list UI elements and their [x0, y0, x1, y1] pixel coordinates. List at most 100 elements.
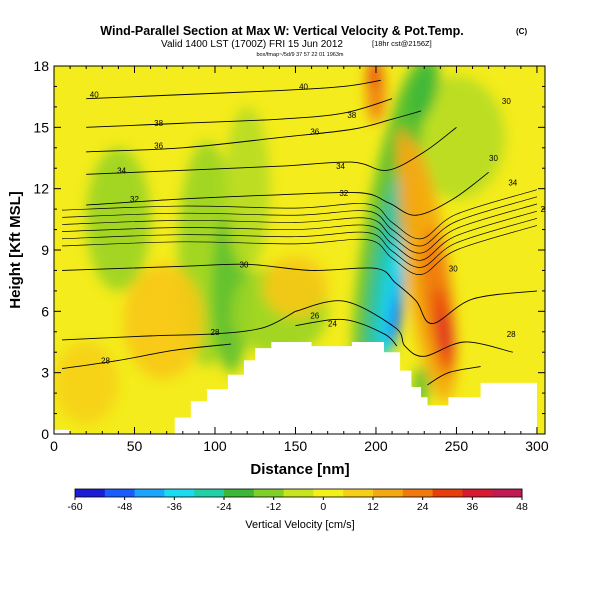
contour-label: 40 [299, 82, 308, 91]
colorbar-frame [74, 488, 523, 498]
y-tick-label: 0 [41, 426, 49, 442]
contour-label: 26 [310, 311, 319, 320]
theta-contour-minor [62, 203, 538, 254]
velocity-region [86, 147, 151, 291]
colorbar-tick-label: 12 [367, 501, 379, 513]
x-tick-label: 50 [127, 438, 143, 454]
velocity-region [123, 264, 204, 379]
velocity-region [391, 299, 402, 340]
chart-title: Wind-Parallel Section at Max W: Vertical… [100, 24, 463, 38]
colorbar-swatch [134, 489, 165, 497]
colorbar-swatch [373, 489, 404, 497]
x-tick-label: 200 [364, 438, 388, 454]
colorbar: -60 -48 -36 -24 -12 0 12 24 36 48 [67, 488, 528, 513]
velocity-region [263, 256, 328, 318]
y-tick-label: 3 [41, 365, 49, 381]
contour-label: 30 [240, 260, 249, 269]
theta-contour-minor [62, 225, 538, 275]
theta-contour-minor [62, 196, 538, 247]
colorbar-tick-label: 24 [417, 501, 429, 513]
colorbar-tick-label: 36 [466, 501, 478, 513]
terrain-profile [54, 342, 537, 434]
theta-contour-minor [62, 210, 538, 261]
colorbar-tick-label: -60 [67, 501, 82, 513]
colorbar-swatch [164, 489, 195, 497]
colorbar-swatch [224, 489, 255, 497]
theta-contour-26 [295, 318, 398, 347]
velocity-region [367, 66, 378, 89]
contour-label: 24 [328, 320, 337, 329]
colorbar-swatch [283, 489, 314, 497]
theta-contour-32 [86, 171, 489, 216]
colorbar-swatch [194, 489, 225, 497]
contour-label: 34 [336, 162, 345, 171]
y-tick-label: 15 [33, 119, 49, 135]
x-tick-label: 0 [50, 438, 58, 454]
theta-contour-30 [62, 263, 538, 325]
colorbar-swatch [343, 489, 374, 497]
theta-contour-38 [86, 98, 393, 128]
plot-area: 40 40 38 38 36 36 34 34 32 32 30 30 28 28 26 24 30 30 34 28… [54, 66, 545, 434]
valid-time-line: Valid 1400 LST (1700Z) FRI 15 Jun 2012 [161, 39, 343, 50]
y-tick-label: 12 [33, 181, 49, 197]
colorbar-tick-label: 0 [320, 501, 326, 513]
contour-label: 40 [90, 91, 99, 100]
contour-label: 34 [117, 166, 126, 175]
colorbar-swatch [313, 489, 344, 497]
contour-label: 30 [489, 154, 498, 163]
colorbar-tick-label: -12 [266, 501, 281, 513]
colorbar-swatch [462, 489, 493, 497]
colorbar-tick-label: 48 [516, 501, 528, 513]
contour-label: 30 [449, 264, 458, 273]
theta-contour-minor [62, 217, 538, 268]
colorbar-swatch [402, 489, 434, 497]
theta-contour-40 [86, 79, 381, 100]
colorbar-tick-label: -24 [216, 501, 231, 513]
theta-contour-minor [62, 189, 538, 240]
x-axis-title: Distance [nm] [250, 461, 349, 478]
copyright-mark: (C) [516, 27, 527, 36]
contour-label: 32 [130, 195, 139, 204]
y-tick-label: 18 [33, 58, 49, 74]
contour-label: 28 [101, 356, 110, 365]
velocity-region [440, 313, 451, 355]
contour-label: 34 [508, 179, 517, 188]
y-tick-label: 6 [41, 303, 49, 319]
colorbar-swatch [75, 489, 106, 497]
contour-label: 38 [154, 119, 163, 128]
x-tick-label: 250 [445, 438, 469, 454]
contour-label: 28 [211, 328, 220, 337]
contour-label: 28 [507, 330, 516, 339]
colorbar-swatch [492, 489, 523, 497]
x-tick-label: 150 [284, 438, 308, 454]
small-info-line: box/fmap~/5d/9 37 57 22 01 1963m [257, 52, 344, 58]
velocity-region [54, 342, 119, 424]
y-tick-label: 9 [41, 242, 49, 258]
y-axis-title: Height [Kft MSL] [7, 191, 24, 308]
contour-label: 36 [154, 142, 163, 151]
contour-label: 38 [347, 111, 356, 120]
velocity-region [396, 128, 427, 250]
x-tick-label: 300 [525, 438, 549, 454]
colorbar-swatch [104, 489, 136, 497]
colorbar-swatch [432, 489, 463, 497]
theta-contour-34 [86, 126, 457, 175]
x-tick-label: 100 [203, 438, 227, 454]
theta-contour-36 [86, 110, 422, 153]
velocity-region [224, 106, 270, 271]
theta-contour-28 [427, 366, 481, 386]
velocity-region [409, 66, 440, 123]
colorbar-tick-label: -36 [167, 501, 182, 513]
theta-contour-28 [295, 300, 513, 357]
theta-contour-28 [62, 310, 296, 341]
run-note: [18hr cst@2156Z] [372, 39, 432, 48]
colorbar-swatch [253, 489, 285, 497]
velocity-region [408, 76, 505, 199]
theta-contour-28 [61, 343, 232, 370]
contour-label: 30 [502, 97, 511, 106]
colorbar-tick-label: -48 [117, 501, 132, 513]
contour-label: 32 [339, 189, 348, 198]
colorbar-label: Vertical Velocity [cm/s] [245, 519, 354, 531]
